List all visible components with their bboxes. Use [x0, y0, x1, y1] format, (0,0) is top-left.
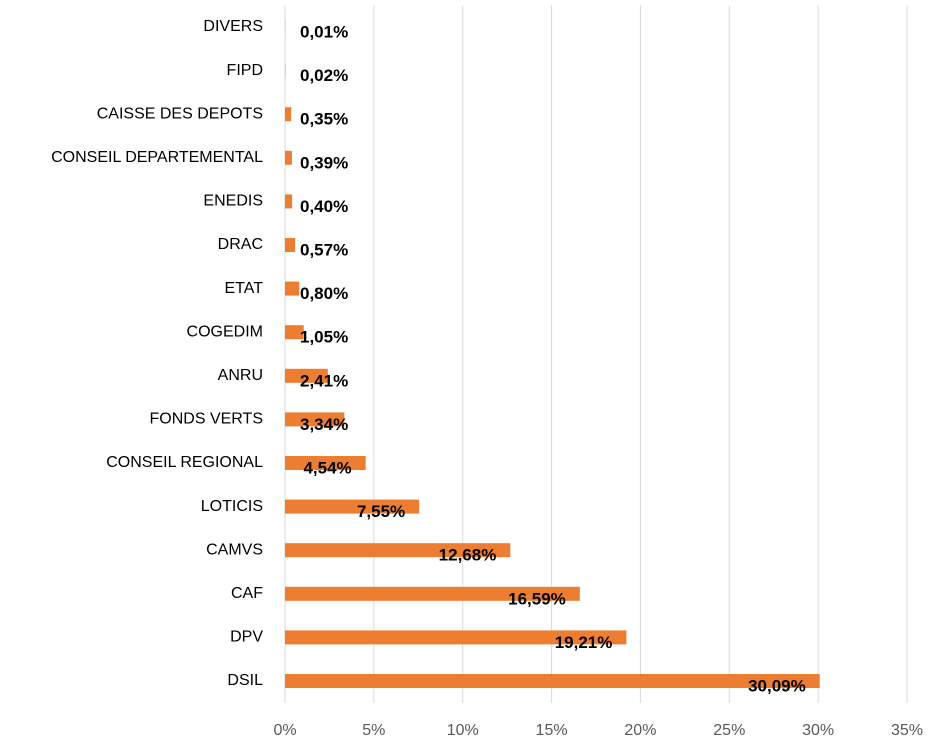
- bar: [285, 630, 627, 645]
- bar: [285, 412, 345, 427]
- y-tick-label: ENEDIS: [203, 193, 263, 210]
- x-tick-label: 15%: [536, 722, 568, 739]
- y-tick-label: FIPD: [227, 62, 263, 79]
- x-tick-label: 25%: [713, 722, 745, 739]
- data-label: 19,21%: [555, 633, 613, 652]
- y-tick-label: DPV: [230, 629, 263, 646]
- x-tick-label: 10%: [447, 722, 479, 739]
- y-tick-label: CAISSE DES DEPOTS: [97, 105, 263, 122]
- bar: [285, 107, 292, 122]
- bar: [285, 281, 300, 296]
- x-tick-label: 5%: [362, 722, 385, 739]
- bar: [285, 325, 304, 340]
- y-tick-label: CONSEIL REGIONAL: [106, 454, 263, 471]
- x-tick-label: 35%: [891, 722, 923, 739]
- data-label: 0,35%: [300, 110, 348, 129]
- y-tick-label: COGEDIM: [187, 323, 263, 340]
- data-label: 3,34%: [300, 415, 348, 434]
- x-tick-label: 0%: [273, 722, 296, 739]
- bar: [285, 368, 328, 383]
- data-label: 2,41%: [300, 371, 348, 390]
- x-tick-label: 20%: [624, 722, 656, 739]
- data-label: 30,09%: [748, 676, 806, 695]
- y-tick-label: ETAT: [224, 280, 263, 297]
- bar: [285, 150, 292, 165]
- y-tick-label: ANRU: [218, 367, 263, 384]
- y-tick-label: FONDS VERTS: [150, 411, 264, 428]
- y-tick-label: CAF: [231, 585, 263, 602]
- bar: [285, 238, 296, 252]
- y-tick-label: DRAC: [218, 236, 263, 253]
- x-tick-label: 30%: [802, 722, 834, 739]
- bar: [285, 674, 820, 688]
- data-label: 1,05%: [300, 328, 348, 347]
- bar: [285, 194, 293, 209]
- data-label: 0,57%: [300, 240, 348, 259]
- bar: [285, 543, 511, 558]
- data-label: 0,39%: [300, 153, 348, 172]
- bar: [285, 586, 580, 601]
- y-tick-label: CAMVS: [206, 541, 263, 558]
- y-tick-label: DSIL: [227, 672, 263, 689]
- data-label: 0,02%: [300, 66, 348, 85]
- y-tick-label: CONSEIL DEPARTEMENTAL: [51, 149, 263, 166]
- bar: [285, 456, 366, 470]
- data-label: 7,55%: [357, 502, 405, 521]
- y-tick-label: DIVERS: [203, 18, 263, 35]
- data-label: 0,01%: [300, 22, 348, 41]
- data-label: 0,80%: [300, 284, 348, 303]
- y-tick-label: LOTICIS: [201, 498, 263, 515]
- data-label: 12,68%: [439, 546, 497, 565]
- data-label: 0,40%: [300, 197, 348, 216]
- data-label: 16,59%: [508, 589, 566, 608]
- data-label: 4,54%: [303, 458, 351, 477]
- bar: [285, 499, 420, 514]
